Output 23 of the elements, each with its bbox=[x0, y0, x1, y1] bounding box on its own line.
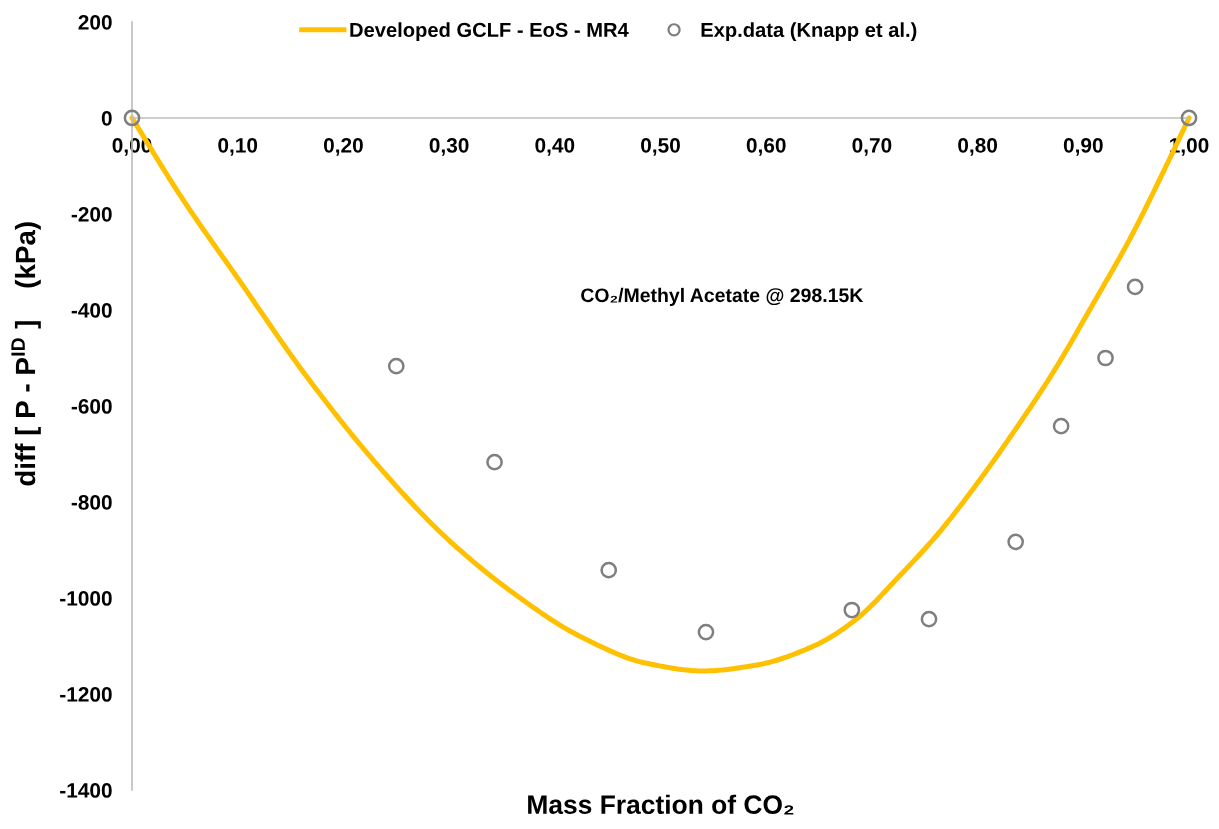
x-tick-label: 0,80 bbox=[958, 137, 998, 156]
y-tick-label: 0 bbox=[101, 110, 112, 126]
legend-label: Exp.data (Knapp et al.) bbox=[701, 22, 917, 42]
x-tick-label: 0,30 bbox=[429, 137, 469, 156]
y-tick-label: -800 bbox=[71, 495, 112, 510]
legend-label: Developed GCLF - EoS - MR4 bbox=[350, 22, 629, 42]
y-tick-label: -600 bbox=[71, 399, 112, 414]
annotation: CO₂/Methyl Acetate @ 298.15K bbox=[581, 287, 864, 306]
x-axis-title: Mass Fraction of CO₂ bbox=[528, 794, 794, 815]
x-tick-label: 0,20 bbox=[323, 137, 363, 156]
y-axis-title: diff [ P - P$^{ID}$ ] (kPa) bbox=[11, 222, 41, 486]
y-tick-label: -400 bbox=[71, 303, 112, 318]
y-tick-label: -200 bbox=[71, 206, 112, 222]
x-tick-label: 0,70 bbox=[852, 137, 892, 156]
x-tick-label: 0,40 bbox=[535, 137, 575, 156]
x-tick-label: 0,50 bbox=[641, 137, 680, 156]
y-tick-label: -1200 bbox=[60, 687, 112, 702]
x-tick-label: 0,90 bbox=[1063, 137, 1103, 156]
x-tick-label: 0,10 bbox=[218, 137, 258, 156]
y-tick-label: -1400 bbox=[60, 783, 112, 798]
y-tick-label: 200 bbox=[78, 14, 112, 30]
y-tick-label: -1000 bbox=[60, 591, 112, 606]
x-tick-label: 0,60 bbox=[746, 137, 786, 156]
